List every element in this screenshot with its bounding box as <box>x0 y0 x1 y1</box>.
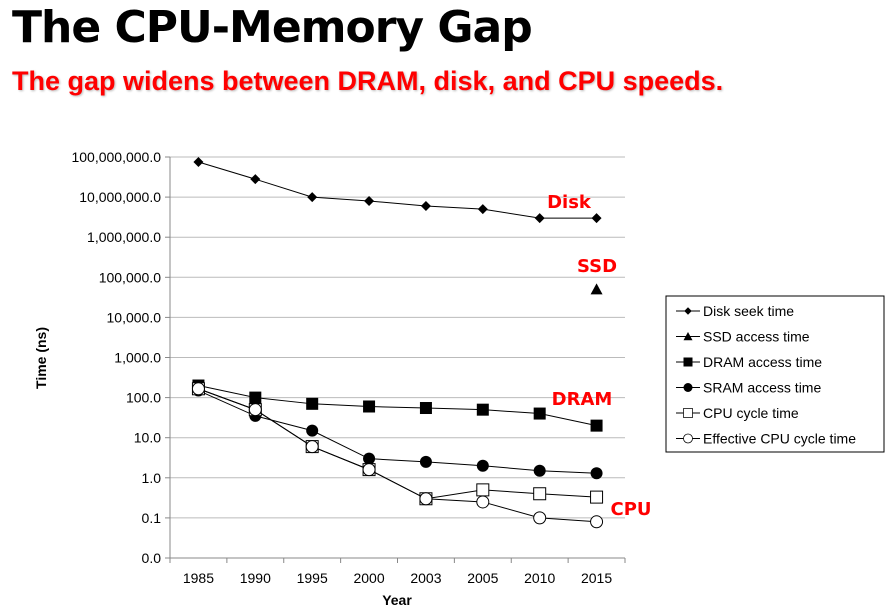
legend-marker <box>683 433 693 444</box>
data-point <box>193 157 204 168</box>
data-point <box>533 511 547 525</box>
data-point <box>591 213 602 224</box>
y-tick-label: 10,000.0 <box>107 309 162 325</box>
data-point <box>362 463 376 477</box>
legend-marker <box>683 408 693 418</box>
y-tick-label: 10,000,000.0 <box>79 189 161 205</box>
series-line <box>198 161 597 219</box>
legend-marker <box>683 332 693 341</box>
data-point <box>476 495 490 509</box>
data-point <box>307 192 318 203</box>
data-point <box>533 464 546 477</box>
data-point <box>476 403 489 416</box>
y-tick-label: 0.0 <box>142 550 162 566</box>
x-tick-label: 2003 <box>410 570 441 586</box>
data-point <box>533 407 546 420</box>
legend-label: SRAM access time <box>703 380 821 396</box>
y-tick-label: 0.1 <box>142 510 162 526</box>
series-ssd-access-time <box>590 283 603 295</box>
x-tick-label: 2005 <box>467 570 498 586</box>
data-point <box>590 490 604 504</box>
data-point <box>533 487 547 501</box>
x-tick-label: 1995 <box>297 570 328 586</box>
data-point <box>419 492 433 506</box>
annotation-cpu: CPU <box>610 499 651 520</box>
x-tick-label: 2000 <box>353 570 384 586</box>
x-tick-label: 1985 <box>183 570 214 586</box>
data-point <box>250 174 261 185</box>
data-point <box>419 455 432 468</box>
legend-label: Effective CPU cycle time <box>703 431 856 447</box>
y-tick-label: 10.0 <box>134 430 161 446</box>
y-tick-label: 1,000.0 <box>114 350 161 366</box>
y-tick-label: 1,000,000.0 <box>87 229 161 245</box>
y-tick-label: 100,000,000.0 <box>71 149 161 165</box>
series-line <box>198 390 597 474</box>
legend-label: DRAM access time <box>703 354 822 370</box>
series-line <box>198 385 597 427</box>
series-disk-seek-time <box>193 157 602 224</box>
legend-marker <box>684 307 692 315</box>
data-point <box>590 419 603 432</box>
data-point <box>419 402 432 415</box>
legend-label: SSD access time <box>703 329 810 345</box>
data-point <box>191 382 205 396</box>
legend-box <box>665 295 885 453</box>
data-point <box>534 213 545 224</box>
data-point <box>477 204 488 215</box>
x-tick-label: 1990 <box>240 570 271 586</box>
data-point <box>363 452 376 465</box>
x-axis-label: Year <box>382 592 412 608</box>
x-tick-label: 2010 <box>524 570 555 586</box>
y-tick-label: 1.0 <box>142 470 162 486</box>
y-tick-label: 100.0 <box>126 390 161 406</box>
annotation-dram: DRAM <box>552 389 613 410</box>
data-point <box>476 483 490 497</box>
data-point <box>306 424 319 437</box>
annotation-disk: Disk <box>547 192 592 213</box>
data-point <box>590 283 603 295</box>
legend-label: Disk seek time <box>703 303 794 319</box>
data-point <box>364 195 375 206</box>
data-point <box>249 391 262 404</box>
y-tick-label: 100,000.0 <box>99 269 161 285</box>
data-point <box>590 467 603 480</box>
data-point <box>305 440 319 454</box>
x-tick-label: 2015 <box>581 570 612 586</box>
legend-marker <box>683 383 693 392</box>
slide-subtitle: The gap widens between DRAM, disk, and C… <box>12 66 724 96</box>
data-point <box>590 515 604 529</box>
legend-label: CPU cycle time <box>703 405 799 421</box>
series-effective-cpu-cycle-time <box>191 382 604 529</box>
data-point <box>363 400 376 413</box>
data-point <box>248 403 262 417</box>
data-point <box>306 397 319 410</box>
data-point <box>476 459 489 472</box>
annotation-ssd: SSD <box>577 256 617 277</box>
series-line <box>198 388 597 523</box>
legend-marker <box>683 357 693 367</box>
data-point <box>420 200 431 211</box>
y-axis-label: Time (ns) <box>33 327 49 389</box>
slide-title: The CPU-Memory Gap <box>12 2 533 53</box>
